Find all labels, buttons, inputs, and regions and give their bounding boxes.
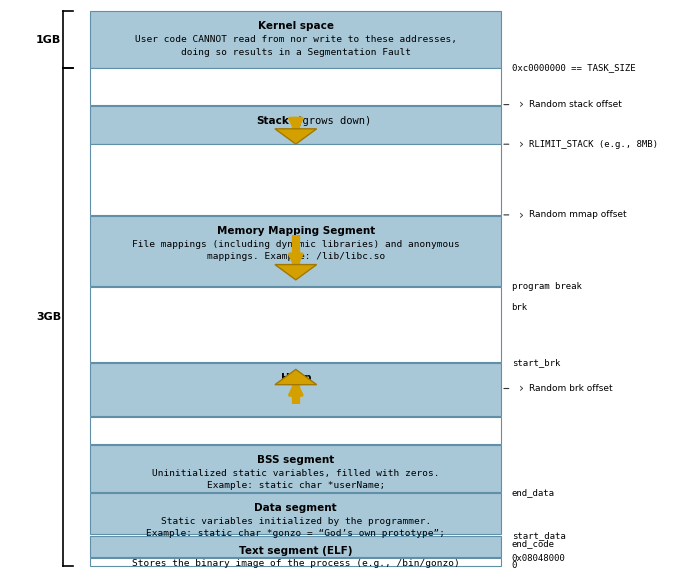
Text: Example: static char *userName;: Example: static char *userName;: [207, 481, 385, 490]
Text: User code CANNOT read from nor write to these addresses,: User code CANNOT read from nor write to …: [135, 35, 457, 44]
FancyBboxPatch shape: [90, 11, 501, 68]
Text: Random brk offset: Random brk offset: [529, 384, 612, 393]
FancyBboxPatch shape: [90, 68, 501, 105]
Text: brk: brk: [512, 303, 528, 312]
Text: Random mmap offset: Random mmap offset: [529, 210, 626, 219]
Text: 1GB: 1GB: [36, 35, 61, 44]
FancyBboxPatch shape: [90, 445, 501, 492]
Text: 0xc0000000 == TASK_SIZE: 0xc0000000 == TASK_SIZE: [512, 63, 635, 72]
Text: 0: 0: [512, 561, 517, 570]
Text: ›: ›: [519, 209, 523, 221]
Text: ›: ›: [519, 138, 523, 150]
FancyBboxPatch shape: [90, 106, 501, 144]
Text: (grows down): (grows down): [290, 116, 371, 126]
Text: Random stack offset: Random stack offset: [529, 100, 622, 109]
FancyBboxPatch shape: [90, 144, 501, 215]
Text: Heap: Heap: [280, 373, 311, 383]
Text: 3GB: 3GB: [36, 312, 61, 321]
Text: BSS segment: BSS segment: [258, 455, 334, 465]
Text: start_data: start_data: [512, 531, 565, 540]
Text: 0x08048000: 0x08048000: [512, 553, 565, 563]
Text: ›: ›: [519, 382, 523, 395]
Text: Static variables initialized by the programmer.: Static variables initialized by the prog…: [161, 517, 431, 526]
Text: Example: static char *gonzo = “God’s own prototype”;: Example: static char *gonzo = “God’s own…: [146, 530, 445, 538]
FancyBboxPatch shape: [90, 493, 501, 535]
Text: Stack: Stack: [256, 116, 289, 126]
Polygon shape: [275, 264, 317, 280]
Polygon shape: [275, 129, 317, 144]
Polygon shape: [275, 369, 317, 385]
Text: Memory Mapping Segment: Memory Mapping Segment: [216, 226, 375, 236]
Text: ›: ›: [519, 98, 523, 111]
FancyBboxPatch shape: [90, 363, 501, 416]
Text: mappings. Example: /lib/libc.so: mappings. Example: /lib/libc.so: [207, 252, 385, 261]
FancyBboxPatch shape: [90, 287, 501, 362]
Text: doing so results in a Segmentation Fault: doing so results in a Segmentation Fault: [181, 47, 411, 56]
Text: Stores the binary image of the process (e.g., /bin/gonzo): Stores the binary image of the process (…: [132, 559, 459, 568]
Text: start_brk: start_brk: [512, 359, 560, 368]
Text: File mappings (including dynamic libraries) and anonymous: File mappings (including dynamic librari…: [132, 240, 459, 249]
FancyBboxPatch shape: [90, 216, 501, 286]
Text: Text segment (ELF): Text segment (ELF): [239, 545, 353, 556]
Text: Data segment: Data segment: [255, 503, 337, 514]
Text: program break: program break: [512, 282, 581, 291]
Text: end_data: end_data: [512, 488, 555, 498]
Text: end_code: end_code: [512, 540, 555, 548]
Text: Uninitialized static variables, filled with zeros.: Uninitialized static variables, filled w…: [152, 469, 440, 478]
FancyBboxPatch shape: [90, 417, 501, 444]
Text: Kernel space: Kernel space: [258, 22, 334, 31]
Text: RLIMIT_STACK (e.g., 8MB): RLIMIT_STACK (e.g., 8MB): [529, 140, 658, 149]
FancyBboxPatch shape: [90, 558, 501, 565]
FancyBboxPatch shape: [90, 536, 501, 557]
